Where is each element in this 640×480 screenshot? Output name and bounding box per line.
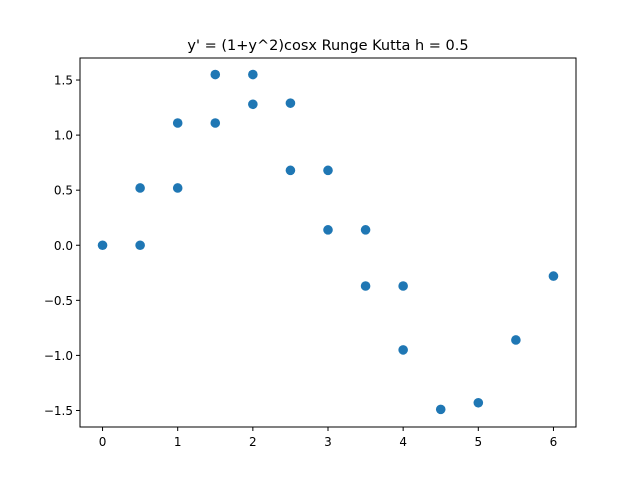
- x-tick-label: 2: [249, 435, 257, 449]
- data-point: [360, 281, 371, 291]
- data-points: [97, 69, 559, 415]
- data-point: [435, 404, 446, 415]
- data-point: [285, 98, 296, 108]
- data-point: [323, 225, 333, 235]
- data-point: [210, 118, 221, 128]
- data-point: [511, 335, 521, 345]
- plot-area-frame: [79, 57, 577, 428]
- data-point: [323, 165, 333, 176]
- x-axis: 0 1 2 3 4 5 6: [99, 427, 558, 449]
- y-axis: −1.5 −1.0 −0.5 0.0 0.5 1.0 1.5: [44, 74, 80, 418]
- y-tick-label: −1.0: [44, 349, 73, 363]
- data-point: [398, 345, 408, 355]
- data-point: [398, 281, 408, 291]
- y-tick-label: −0.5: [44, 294, 73, 308]
- x-tick-label: 3: [324, 435, 332, 449]
- data-point: [285, 165, 296, 176]
- data-point: [135, 183, 145, 193]
- data-point: [172, 183, 183, 193]
- data-point: [473, 397, 484, 408]
- data-point: [360, 225, 371, 235]
- data-point: [135, 240, 145, 251]
- x-tick-label: 0: [99, 435, 107, 449]
- y-tick-label: 0.5: [54, 184, 73, 198]
- y-tick-label: −1.5: [44, 404, 73, 418]
- x-tick-label: 1: [174, 435, 182, 449]
- x-tick-label: 5: [474, 435, 482, 449]
- y-tick-label: 1.0: [54, 129, 73, 143]
- chart-title: y' = (1+y^2)cosx Runge Kutta h = 0.5: [187, 38, 468, 54]
- data-point: [210, 69, 221, 80]
- data-point: [248, 69, 258, 80]
- y-tick-label: 1.5: [54, 74, 73, 88]
- data-point: [248, 99, 258, 110]
- data-point: [172, 118, 183, 128]
- y-tick-label: 0.0: [54, 239, 73, 253]
- data-point: [97, 240, 108, 251]
- x-tick-label: 4: [399, 435, 407, 449]
- data-point: [548, 271, 559, 281]
- x-tick-label: 6: [550, 435, 558, 449]
